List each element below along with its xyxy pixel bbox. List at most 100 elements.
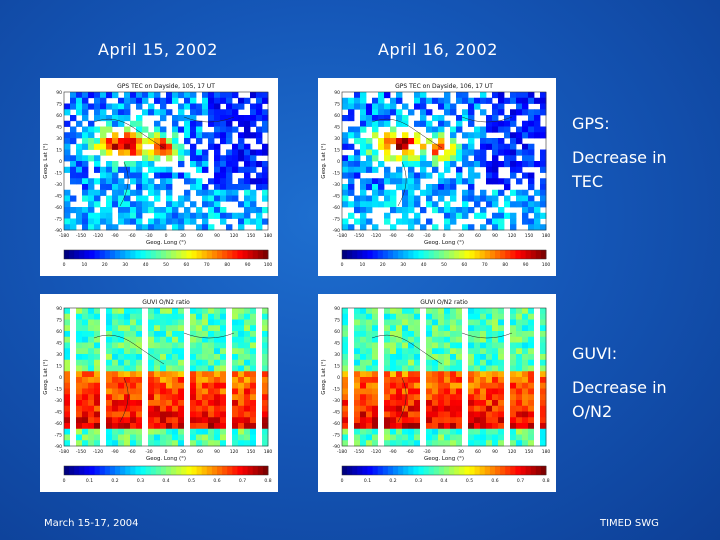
y-tick-label: -75 [333,433,340,439]
plot-svg: GPS TEC on Dayside, 105, 17 UT Geog. Lat … [43,83,272,268]
colorbar-tick-label: 40 [143,262,149,268]
x-tick-label: 120 [230,449,239,455]
x-tick-label: -90 [389,233,396,239]
date-left: April 15, 2002 [98,40,218,59]
y-tick-label: -75 [55,217,62,223]
y-tick-label: 0 [59,375,62,381]
y-tick-label: 60 [56,329,62,335]
x-tick-label: -30 [145,233,152,239]
y-tick-label: 0 [337,159,340,165]
x-tick-label: 90 [492,449,498,455]
guvi-caption-label: GUVI: [572,344,618,363]
map-frame [63,91,269,231]
x-tick-label: 60 [197,449,203,455]
colorbar-tick-label: 100 [542,262,551,268]
gps-caption-label: GPS: [572,114,610,133]
y-tick-label: -30 [333,398,340,404]
y-tick-label: -45 [55,194,62,200]
date-right: April 16, 2002 [378,40,498,59]
y-tick-label: -60 [55,421,62,427]
colorbar-tick-label: 10 [82,262,88,268]
gps-plot-april15: GPS TEC on Dayside, 105, 17 UT Geog. Lat … [40,78,278,276]
x-tick-label: -180 [337,233,347,239]
y-tick-label: -30 [333,182,340,188]
y-tick-label: -90 [55,228,62,234]
y-tick-label: -30 [55,182,62,188]
x-tick-label: 30 [458,233,464,239]
coastline [93,332,235,423]
x-tick-label: -60 [406,233,413,239]
colorbar-tick-label: 0.7 [517,478,524,484]
guvi-plot-april15: GUVI O/N2 ratio Geog. Lat (°) 90 75 60 45 30 15… [40,294,278,492]
x-tick-label: 90 [214,449,220,455]
colorbar-tick-label: 30 [400,262,406,268]
y-tick-label: -15 [333,171,340,177]
guvi-caption: GUVI: Decrease in O/N2 [572,342,667,424]
colorbar-tick-label: 0.1 [364,478,371,484]
x-tick-label: -180 [59,449,69,455]
colorbar-tick-label: 90 [523,262,529,268]
x-tick-label: -60 [128,449,135,455]
y-tick-label: 75 [56,102,62,108]
y-tick-label: 90 [56,90,62,96]
y-tick-label: 60 [56,113,62,119]
colorbar-frame [63,249,269,260]
x-tick-label: 120 [508,233,517,239]
x-tick-label: -150 [354,449,364,455]
x-tick-label: 180 [542,233,551,239]
y-tick-label: -15 [333,387,340,393]
y-tick-label: 15 [56,364,62,370]
map-cells [64,92,269,231]
x-axis-label: Geog. Long (°) [424,456,464,462]
y-tick-label: 45 [56,341,62,347]
y-axis-label: Geog. Lat (°) [43,359,49,394]
colorbar [342,250,547,259]
x-tick-label: 30 [180,449,186,455]
y-tick-label: 90 [56,306,62,312]
colorbar [64,250,269,259]
x-axis-label: Geog. Long (°) [146,456,186,462]
x-tick-label: 60 [197,233,203,239]
colorbar-tick-label: 70 [204,262,210,268]
colorbar-tick-label: 0 [63,478,66,484]
y-tick-label: 60 [334,329,340,335]
y-tick-label: 90 [334,90,340,96]
gps-caption: GPS: Decrease in TEC [572,112,667,194]
x-tick-label: 150 [247,233,256,239]
plot-svg: GPS TEC on Dayside, 106, 17 UT Geog. Lat … [321,83,551,268]
y-axis-label: Geog. Lat (°) [43,143,49,178]
y-axis-label: Geog. Lat (°) [321,359,327,394]
x-tick-label: -30 [423,449,430,455]
colorbar-tick-label: 0.3 [137,478,144,484]
colorbar [64,466,269,475]
map-frame [341,307,547,447]
y-tick-label: -75 [55,433,62,439]
x-tick-label: 90 [492,233,498,239]
colorbar-tick-label: 60 [184,262,190,268]
x-tick-label: -150 [76,233,86,239]
x-tick-label: -180 [59,233,69,239]
colorbar-tick-label: 0.5 [188,478,195,484]
colorbar-tick-label: 0.3 [415,478,422,484]
x-tick-label: 180 [264,449,273,455]
colorbar-tick-label: 0 [341,262,344,268]
y-tick-label: -90 [55,444,62,450]
x-tick-label: 120 [508,449,517,455]
colorbar-frame [341,465,547,476]
y-axis-label: Geog. Lat (°) [321,143,327,178]
x-tick-label: 0 [165,449,168,455]
x-tick-label: -120 [371,233,381,239]
plot-title: GPS TEC on Dayside, 105, 17 UT [117,83,215,90]
x-tick-label: 0 [165,233,168,239]
y-tick-label: 75 [56,318,62,324]
x-tick-label: -120 [371,449,381,455]
coastline [371,332,513,423]
x-tick-label: -120 [93,233,103,239]
map-cells [64,308,269,447]
colorbar-tick-label: 0.5 [466,478,473,484]
x-tick-label: -90 [111,233,118,239]
colorbar-tick-label: 20 [380,262,386,268]
colorbar-tick-label: 0.2 [111,478,118,484]
colorbar-tick-label: 80 [502,262,508,268]
gps-caption-line2: TEC [572,172,604,191]
